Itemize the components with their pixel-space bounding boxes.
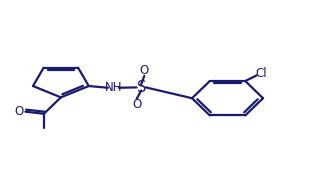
Text: O: O xyxy=(132,98,141,111)
Text: Cl: Cl xyxy=(255,67,267,80)
Text: NH: NH xyxy=(105,81,122,94)
Text: S: S xyxy=(136,80,146,95)
Text: O: O xyxy=(14,105,23,118)
Text: O: O xyxy=(140,64,149,77)
